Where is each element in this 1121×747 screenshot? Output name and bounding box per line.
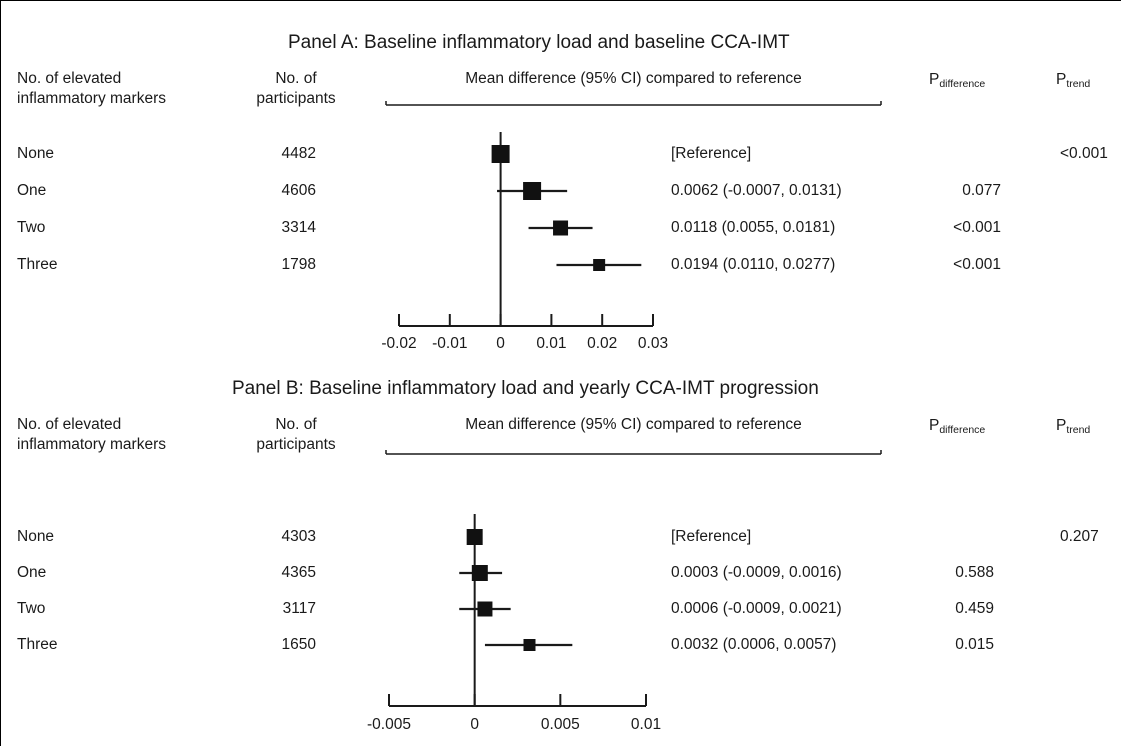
panel-b-title: Panel B: Baseline inflammatory load and … <box>232 378 819 399</box>
row-estimate-text: 0.0062 (-0.0007, 0.0131) <box>671 182 842 199</box>
panel-a-forest-plot: -0.02 -0.01 0 0.01 0.02 0.03 <box>381 101 882 352</box>
col-header-p-difference: Pdifference <box>929 71 986 90</box>
panel-b-forest-plot: -0.005 0 0.005 0.01 <box>367 450 882 733</box>
col-header-p-difference: Pdifference <box>929 417 986 436</box>
col-header-participants-line2: participants <box>256 90 336 107</box>
row-estimate-text: 0.0194 (0.0110, 0.0277) <box>671 256 836 273</box>
row-estimate-text: [Reference] <box>671 528 752 545</box>
col-header-p-trend: Ptrend <box>1056 71 1091 90</box>
row-p-trend: 0.207 <box>1060 528 1099 545</box>
row-participants: 4482 <box>281 145 316 162</box>
panel-a: Panel A: Baseline inflammatory load and … <box>1 1 1121 371</box>
panel-b: Panel B: Baseline inflammatory load and … <box>1 371 1121 747</box>
row-participants: 4606 <box>281 182 316 199</box>
col-header-p-trend: Ptrend <box>1056 417 1091 436</box>
col-header-markers-line2: inflammatory markers <box>17 436 166 453</box>
row-participants: 1798 <box>281 256 316 273</box>
panel-b-estimate-marker <box>477 601 493 617</box>
panel-b-estimate-marker <box>471 565 488 581</box>
row-p-difference: 0.015 <box>955 636 994 653</box>
panel-a-x-tick-label: -0.01 <box>432 335 467 352</box>
row-p-difference: 0.077 <box>962 182 1001 199</box>
panel-b-x-tick-label: 0 <box>470 716 479 733</box>
row-label: Two <box>17 600 46 617</box>
panel-a-estimate-marker <box>593 259 606 271</box>
row-p-difference: <0.001 <box>953 256 1001 273</box>
row-estimate-text: [Reference] <box>671 145 752 162</box>
col-header-mean-difference: Mean difference (95% CI) compared to ref… <box>465 70 802 87</box>
col-header-markers-line2: inflammatory markers <box>17 90 166 107</box>
panel-b-estimate-marker <box>466 529 483 545</box>
panel-b-x-tick-label: 0.005 <box>541 716 580 733</box>
row-participants: 3117 <box>282 600 316 617</box>
panel-a-x-tick-label: 0.03 <box>638 335 668 352</box>
panel-b-x-tick-label: -0.005 <box>367 716 411 733</box>
panel-a-x-tick-label: 0.02 <box>587 335 617 352</box>
row-label: None <box>17 528 55 545</box>
col-header-markers-line1: No. of elevated <box>17 416 122 433</box>
panel-a-x-tick-label: 0 <box>496 335 505 352</box>
col-header-participants-line1: No. of <box>275 416 317 433</box>
panel-b-estimate-marker <box>523 639 536 651</box>
row-participants: 4303 <box>281 528 316 545</box>
col-header-participants-line1: No. of <box>275 70 317 87</box>
row-p-difference: <0.001 <box>953 219 1001 236</box>
panel-a-x-tick-label: 0.01 <box>536 335 566 352</box>
panel-b-x-tick-label: 0.01 <box>631 716 661 733</box>
col-header-participants-line2: participants <box>256 436 336 453</box>
row-estimate-text: 0.0003 (-0.0009, 0.0016) <box>671 564 842 581</box>
panel-a-estimate-marker <box>523 182 542 200</box>
row-p-trend: <0.001 <box>1060 145 1108 162</box>
panel-a-estimate-marker <box>553 220 569 236</box>
row-participants: 3314 <box>281 219 316 236</box>
row-p-difference: 0.459 <box>955 600 994 617</box>
row-label: Two <box>17 219 46 236</box>
row-label: One <box>17 182 47 199</box>
row-label: Three <box>17 256 58 273</box>
row-label: None <box>17 145 55 162</box>
col-header-markers-line1: No. of elevated <box>17 70 122 87</box>
row-p-difference: 0.588 <box>955 564 994 581</box>
row-estimate-text: 0.0118 (0.0055, 0.0181) <box>671 219 836 236</box>
panel-a-x-tick-label: -0.02 <box>381 335 416 352</box>
row-participants: 4365 <box>281 564 316 581</box>
panel-a-title: Panel A: Baseline inflammatory load and … <box>288 32 790 53</box>
row-estimate-text: 0.0032 (0.0006, 0.0057) <box>671 636 837 653</box>
col-header-mean-difference: Mean difference (95% CI) compared to ref… <box>465 416 802 433</box>
row-label: Three <box>17 636 58 653</box>
panel-a-estimate-marker <box>491 145 510 163</box>
row-estimate-text: 0.0006 (-0.0009, 0.0021) <box>671 600 842 617</box>
row-label: One <box>17 564 47 581</box>
row-participants: 1650 <box>281 636 316 653</box>
